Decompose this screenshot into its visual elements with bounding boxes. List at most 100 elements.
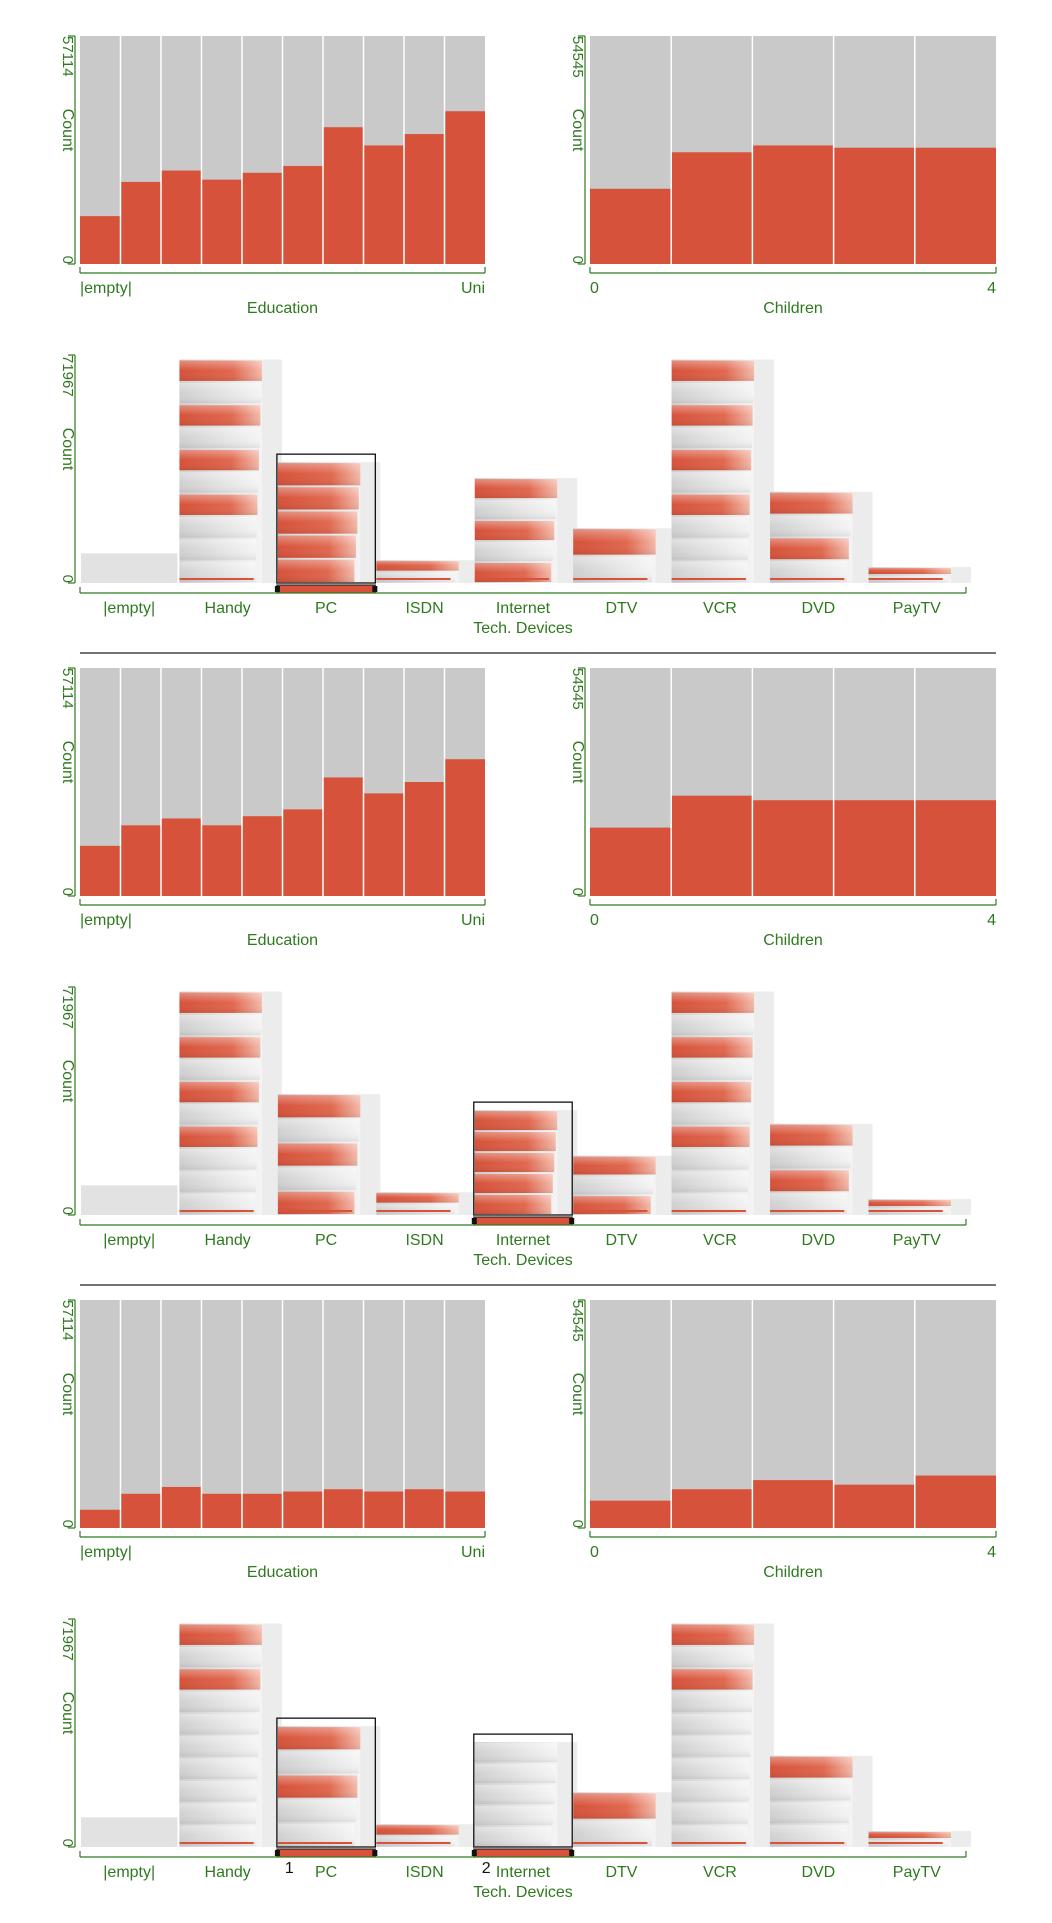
- y-zero-label: 0: [59, 888, 76, 896]
- brush-frame: [473, 1101, 573, 1216]
- bar-selected: [323, 127, 364, 264]
- y-axis-title: Count: [59, 1060, 76, 1103]
- slice-shading: [671, 1014, 754, 1036]
- slice-shading: [573, 1156, 656, 1175]
- slice-shading: [179, 360, 262, 381]
- y-max-label: 54545: [569, 668, 586, 710]
- slice-shading: [671, 516, 749, 538]
- slice-shading: [474, 1827, 552, 1846]
- slice-shading: [573, 1820, 652, 1846]
- x-tick-last: Uni: [461, 280, 485, 297]
- bar-selected: [914, 800, 996, 896]
- slice-shading: [671, 449, 752, 471]
- slice-shading: [770, 1147, 851, 1169]
- x-tick-label: DVD: [801, 600, 835, 617]
- x-tick-label: Handy: [205, 1864, 251, 1881]
- slice-shading: [179, 1691, 260, 1712]
- x-tick-label: Internet: [496, 1232, 551, 1249]
- slice-shading: [179, 427, 260, 448]
- bar-selected: [914, 1475, 996, 1528]
- slice-shading: [671, 1646, 754, 1668]
- slice-shading: [671, 1104, 751, 1125]
- slice-shading: [671, 1059, 752, 1080]
- y-max-label: 57114: [59, 36, 76, 77]
- slice-shading: [474, 1806, 553, 1826]
- slice-shading: [179, 561, 256, 582]
- slice-shading: [770, 1779, 851, 1801]
- slice-shading: [179, 1193, 256, 1214]
- brush-marker: [473, 1216, 573, 1226]
- bar-selected: [242, 1493, 283, 1528]
- x-tick-first: 0: [590, 280, 599, 297]
- brush-label: 1: [285, 1860, 294, 1877]
- slice-shading: [179, 382, 262, 404]
- slice-shading: [671, 1193, 748, 1214]
- y-axis-title: Count: [569, 1373, 586, 1416]
- brush-frame: [276, 1717, 376, 1848]
- bar-selected: [363, 145, 404, 264]
- bar-selected: [590, 827, 672, 896]
- bar-unselected: [590, 1300, 672, 1528]
- slice-shading: [277, 1823, 355, 1846]
- slice-shading: [868, 1200, 951, 1207]
- x-tick-label: ISDN: [405, 1232, 443, 1249]
- bar-selected: [201, 179, 242, 264]
- slice-shading: [671, 539, 749, 560]
- y-max-label: 71967: [59, 1619, 76, 1661]
- y-axis-title: Count: [59, 741, 76, 784]
- x-tick-label: ISDN: [405, 1864, 443, 1881]
- slice-shading: [277, 1727, 361, 1750]
- slice-shading: [573, 1196, 651, 1214]
- bar-unselected: [80, 1300, 121, 1528]
- slice-shading: [474, 1111, 558, 1131]
- slice-shading: [671, 427, 752, 448]
- brush-frame: [473, 1733, 573, 1848]
- slice-shading: [573, 1793, 656, 1819]
- bar-unselected: [120, 1300, 161, 1528]
- bar-selected: [671, 1489, 753, 1528]
- x-tick-first: |empty|: [80, 1544, 132, 1561]
- slice-shading: [474, 1174, 553, 1194]
- bar-selected: [80, 216, 121, 264]
- slice-shading: [573, 529, 656, 555]
- slice-shading: [376, 561, 459, 571]
- x-tick-first: |empty|: [80, 912, 132, 929]
- slice-shading: [671, 1081, 752, 1103]
- slice-shading: [179, 1059, 260, 1080]
- bar-selected: [444, 1491, 485, 1528]
- y-axis-title: Count: [59, 1692, 76, 1735]
- slice-shading: [277, 511, 358, 534]
- slice-shading: [474, 1764, 556, 1784]
- slice-shading: [277, 1167, 356, 1190]
- slice-shading: [179, 1171, 256, 1192]
- slice-shading: [179, 472, 259, 493]
- bar-unselected: [444, 1300, 485, 1528]
- x-tick-last: 4: [987, 1544, 996, 1561]
- slice-shading: [277, 1095, 361, 1118]
- chart-group: 57114 0 Count |empty| Uni Education 54545 0 Coun…: [59, 667, 997, 1286]
- slice-shading: [376, 1836, 456, 1846]
- x-tick-label: DTV: [605, 1864, 637, 1881]
- bar-selected: [201, 1493, 242, 1528]
- x-tick-first: 0: [590, 1544, 599, 1561]
- x-axis-title: Children: [763, 300, 823, 317]
- bar-selected: [671, 795, 753, 896]
- bar-selected: [752, 800, 834, 896]
- brush-handle-left: [471, 1218, 477, 1224]
- slice-shading: [671, 494, 750, 515]
- slice-shading: [179, 1713, 259, 1735]
- slice-shading: [277, 1775, 358, 1798]
- slice-shading: [179, 516, 257, 538]
- slice-shading: [179, 1126, 258, 1147]
- slice-shading: [179, 1669, 261, 1690]
- x-axis-title: Tech. Devices: [473, 1252, 573, 1269]
- slice-shading: [671, 1780, 749, 1802]
- slice-shading: [277, 535, 356, 558]
- bar-selected: [120, 825, 161, 896]
- y-axis-title: Count: [569, 741, 586, 784]
- brush-handle-right: [569, 1218, 575, 1224]
- bar-selected: [80, 1509, 121, 1528]
- x-tick-label: PayTV: [893, 600, 941, 617]
- x-tick-label: Handy: [205, 1232, 251, 1249]
- x-tick-label: ISDN: [405, 600, 443, 617]
